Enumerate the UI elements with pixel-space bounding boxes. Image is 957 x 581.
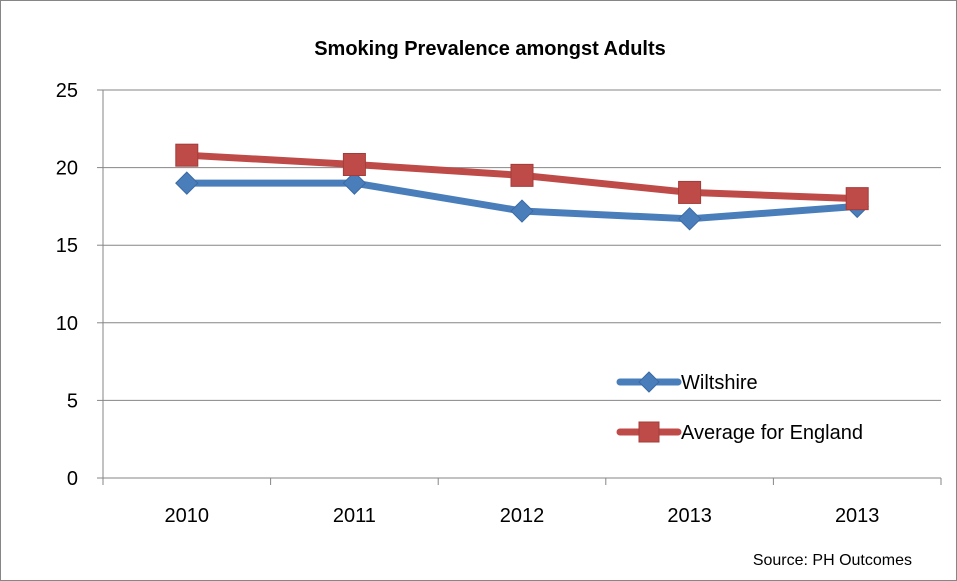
data-point-square — [678, 180, 702, 204]
legend-label: Wiltshire — [681, 372, 758, 394]
y-tick-label: 10 — [56, 313, 78, 335]
x-tick-label: 2010 — [165, 505, 210, 527]
data-point-square — [175, 143, 199, 167]
data-point-diamond — [175, 171, 199, 195]
data-point-square — [845, 187, 869, 211]
x-tick-label: 2011 — [333, 505, 376, 527]
data-point-diamond — [342, 171, 367, 195]
series-group — [175, 143, 869, 231]
y-tick-label: 5 — [67, 390, 78, 412]
x-tick-label: 2012 — [500, 505, 545, 527]
y-tick-label: 25 — [56, 80, 78, 102]
x-axis: 2010 2011 2012 2013 2013 — [102, 90, 942, 527]
data-point-square — [342, 152, 366, 176]
gridlines — [103, 89, 941, 401]
y-tick-label: 20 — [56, 158, 78, 180]
x-tick-label: 2013 — [835, 505, 880, 527]
x-tick-label: 2013 — [667, 505, 712, 527]
data-point-diamond — [510, 199, 534, 223]
legend: Wiltshire Average for England — [616, 371, 863, 444]
y-tick-label: 0 — [67, 468, 78, 490]
legend-marker-diamond — [638, 371, 660, 393]
source-note: Source: PH Outcomes — [753, 552, 912, 569]
data-point-square — [510, 163, 534, 187]
legend-label: Average for England — [681, 422, 863, 444]
chart-title: Smoking Prevalence amongst Adults — [314, 38, 666, 60]
y-axis-ticks: 0 5 10 15 20 25 — [56, 80, 103, 490]
y-tick-label: 15 — [56, 235, 78, 257]
data-point-diamond — [677, 207, 702, 231]
legend-marker-square — [638, 421, 660, 443]
